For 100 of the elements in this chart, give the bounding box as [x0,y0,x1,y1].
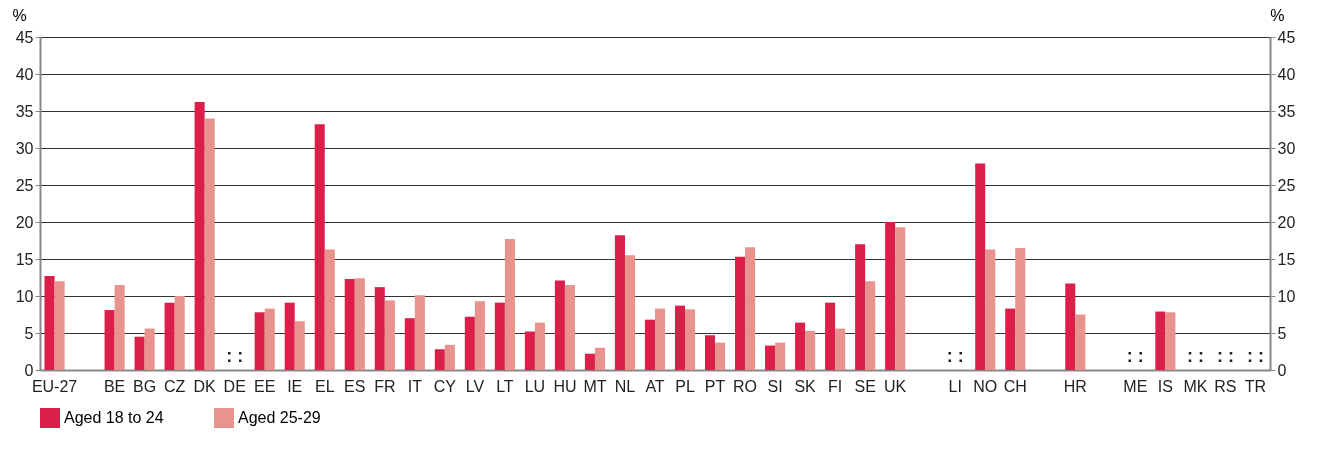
bar [414,295,425,370]
bar [434,349,445,370]
bar [795,322,806,370]
annotation: : : [1186,346,1204,366]
bar [464,316,475,370]
annotation: : : [1126,346,1144,366]
y-tick-label: 25 [15,176,34,194]
x-tick-label: AT [645,377,665,395]
x-tick-label: IS [1157,377,1173,395]
x-tick-label: TR [1244,377,1267,395]
x-tick-label: CY [433,377,457,395]
bar [735,256,746,370]
bar [384,300,395,370]
bar [704,335,716,370]
x-tick-label: PL [675,377,695,395]
x-tick-label: BG [133,377,157,395]
annotation: : : [1216,346,1234,366]
bar [1015,247,1026,370]
x-tick-label: LV [465,377,485,395]
y2-tick-label: 15 [1277,250,1296,268]
y-tick-label: 35 [15,102,34,120]
bar [674,305,686,370]
y2-tick-label: 40 [1277,65,1296,83]
x-tick-label: NO [973,377,998,395]
bar [354,278,365,370]
x-tick-label: RO [733,377,758,395]
bar [644,319,655,370]
x-tick-label: ME [1123,377,1148,395]
x-tick-label: DE [223,377,246,395]
x-tick-label: UK [884,377,907,395]
x-tick-label: CH [1003,377,1027,395]
y2-tick-label: 0 [1277,361,1287,379]
x-tick-label: HR [1063,377,1087,395]
x-tick-label: DK [193,377,217,395]
bar [144,328,155,370]
x-tick-label: SK [794,377,817,395]
bar [554,280,565,370]
y2-tick-label: 20 [1277,213,1296,231]
bar [1155,311,1166,370]
y2-tick-label: 30 [1277,139,1296,157]
bar [494,302,505,370]
x-tick-label: MT [583,377,607,395]
bar [1075,314,1086,370]
bar [134,336,145,370]
bar [1005,308,1016,370]
bar [975,163,986,370]
x-tick-label: FI [828,377,843,395]
x-tick-label: ES [344,377,366,395]
bar [985,249,996,370]
annotation: : : [946,346,964,366]
annotation: : : [1246,346,1264,366]
bar [174,296,185,370]
bar [344,278,355,370]
bar [805,330,816,370]
bar [715,342,726,370]
x-tick-label: SE [854,377,876,395]
bar [534,322,545,370]
bar [584,353,595,370]
bar [284,302,295,370]
bar [194,102,205,370]
annotation: : : [226,346,244,366]
x-tick-label: LU [524,377,546,395]
y2-tick-label: 10 [1277,287,1296,305]
bar [624,255,636,370]
bar [474,301,485,370]
bar [765,345,776,370]
x-tick-label: HU [553,377,577,395]
y-tick-label: 5 [24,324,34,342]
x-tick-label: RS [1214,377,1237,395]
bar [835,328,846,370]
x-tick-label: PT [704,377,726,395]
bar [374,287,385,370]
bar [324,249,335,370]
bar [164,302,175,370]
bar [104,310,115,370]
bar [524,331,535,370]
y-tick-label: 10 [15,287,34,305]
y-tick-label: 40 [15,65,34,83]
bar [404,318,415,370]
legend-label: Aged 25-29 [238,409,321,426]
bar [885,222,896,370]
x-tick-label: LT [496,377,514,395]
bar [254,312,265,370]
bar [504,239,515,370]
y-tick-label: 0 [24,361,34,379]
bar [895,227,906,370]
x-tick-label: FR [374,377,396,395]
y-tick-label: 30 [15,139,34,157]
bar [685,309,696,370]
bar [855,244,866,370]
bar [54,281,65,370]
y2-tick-label: 25 [1277,176,1296,194]
y-tick-label: 20 [15,213,34,231]
y-axis-title: % [12,6,27,24]
x-tick-label: EL [314,377,335,395]
x-tick-label: CZ [163,377,186,395]
bar [614,235,625,370]
x-tick-label: IE [287,377,303,395]
bar [294,321,305,370]
bar [865,281,876,370]
